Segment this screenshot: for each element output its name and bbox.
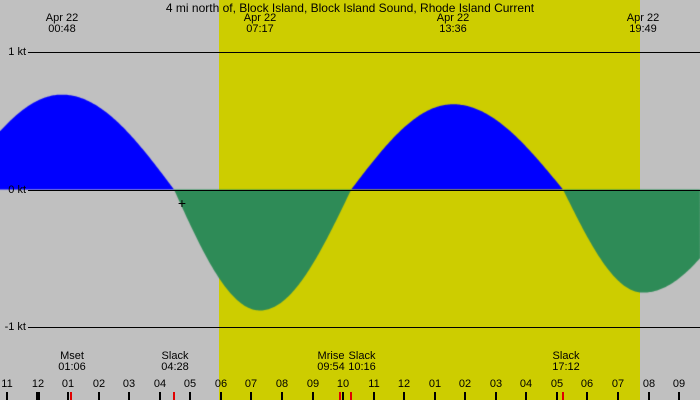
hour-tick xyxy=(403,392,405,400)
extreme-label: Apr 22 00:48 xyxy=(46,13,78,35)
hour-tick xyxy=(586,392,588,400)
y-axis-label: 0 kt xyxy=(8,184,26,196)
hour-tick xyxy=(220,392,222,400)
hour-label: 03 xyxy=(122,378,136,390)
now-marker: + xyxy=(177,195,187,211)
hour-tick xyxy=(464,392,466,400)
event-name: Mrise xyxy=(317,350,345,362)
event-name: Slack xyxy=(348,350,376,362)
hour-tick xyxy=(36,392,40,400)
hour-label: 11 xyxy=(1,378,13,390)
extreme-time: 13:36 xyxy=(439,23,467,35)
hour-tick xyxy=(434,392,436,400)
hour-label: 08 xyxy=(275,378,289,390)
event-name: Slack xyxy=(552,350,580,362)
extreme-date: Apr 22 xyxy=(243,12,277,24)
event-name: Slack xyxy=(161,350,189,362)
hour-tick xyxy=(648,392,650,400)
event-time: 01:06 xyxy=(58,361,86,373)
gridline-1kt xyxy=(28,52,700,53)
hour-label: 12 xyxy=(31,378,45,390)
event-tick xyxy=(562,392,564,400)
event-label-mset: Mset 01:06 xyxy=(58,351,86,373)
hour-tick xyxy=(128,392,130,400)
hour-label: 01 xyxy=(61,378,75,390)
hour-tick xyxy=(281,392,283,400)
hour-label: 05 xyxy=(550,378,564,390)
hour-tick xyxy=(312,392,314,400)
hour-tick xyxy=(6,392,8,400)
event-tick xyxy=(173,392,175,400)
event-tick xyxy=(70,392,72,400)
hour-tick xyxy=(525,392,527,400)
event-name: Mset xyxy=(60,350,84,362)
hour-label: 09 xyxy=(306,378,320,390)
hour-label: 04 xyxy=(519,378,533,390)
chart-title: 4 mi north of, Block Island, Block Islan… xyxy=(165,1,535,15)
hour-tick xyxy=(495,392,497,400)
hour-tick xyxy=(617,392,619,400)
hour-tick xyxy=(189,392,191,400)
extreme-time: 00:48 xyxy=(48,23,76,35)
hour-tick xyxy=(98,392,100,400)
extreme-date: Apr 22 xyxy=(626,12,660,24)
hour-tick xyxy=(250,392,252,400)
event-label-mrise: Mrise 09:54 xyxy=(317,351,345,373)
event-tick xyxy=(339,392,341,400)
event-tick xyxy=(350,392,352,400)
event-time: 04:28 xyxy=(161,361,189,373)
hour-label: 08 xyxy=(642,378,656,390)
hour-label: 12 xyxy=(397,378,411,390)
event-time: 17:12 xyxy=(552,361,580,373)
extreme-date: Apr 22 xyxy=(45,12,79,24)
hour-label: 02 xyxy=(92,378,106,390)
gridline--1kt xyxy=(28,327,700,328)
hour-tick xyxy=(159,392,161,400)
event-time: 09:54 xyxy=(317,361,345,373)
extreme-label: Apr 22 13:36 xyxy=(437,13,469,35)
y-axis-label: 1 kt xyxy=(8,46,26,58)
event-label-slack: Slack 04:28 xyxy=(161,351,189,373)
extreme-label: Apr 22 07:17 xyxy=(244,13,276,35)
hour-tick xyxy=(556,392,558,400)
event-label-slack: Slack 10:16 xyxy=(348,351,376,373)
hour-label: 10 xyxy=(336,378,350,390)
hour-label: 05 xyxy=(183,378,197,390)
hour-label: 02 xyxy=(458,378,472,390)
hour-label: 06 xyxy=(580,378,594,390)
extreme-time: 19:49 xyxy=(629,23,657,35)
extreme-time: 07:17 xyxy=(246,23,274,35)
event-time: 10:16 xyxy=(348,361,376,373)
event-label-slack: Slack 17:12 xyxy=(552,351,580,373)
extreme-date: Apr 22 xyxy=(436,12,470,24)
hour-label: 07 xyxy=(611,378,625,390)
gridline-0kt xyxy=(28,190,700,191)
hour-label: 04 xyxy=(153,378,167,390)
hour-tick xyxy=(67,392,69,400)
hour-label: 03 xyxy=(489,378,503,390)
hour-label: 11 xyxy=(368,378,380,390)
hour-tick xyxy=(373,392,375,400)
y-axis-label: -1 kt xyxy=(4,321,26,333)
extreme-label: Apr 22 19:49 xyxy=(627,13,659,35)
hour-label: 09 xyxy=(672,378,686,390)
hour-tick xyxy=(678,392,680,400)
hour-label: 07 xyxy=(244,378,258,390)
hour-label: 01 xyxy=(428,378,442,390)
hour-tick xyxy=(342,392,344,400)
hour-label: 06 xyxy=(214,378,228,390)
